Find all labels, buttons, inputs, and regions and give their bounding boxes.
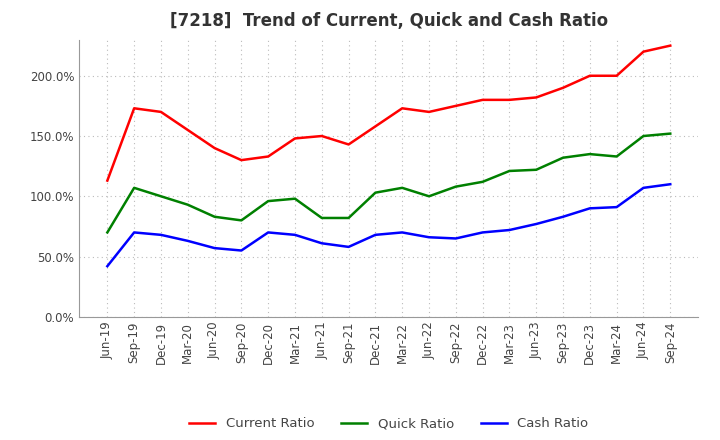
Current Ratio: [237, 158, 246, 163]
Cash Ratio: [157, 232, 166, 238]
Quick Ratio: [318, 215, 326, 220]
Quick Ratio: [130, 185, 138, 191]
Title: [7218]  Trend of Current, Quick and Cash Ratio: [7218] Trend of Current, Quick and Cash …: [170, 12, 608, 30]
Cash Ratio: [559, 214, 567, 220]
Quick Ratio: [210, 214, 219, 220]
Cash Ratio: [451, 236, 460, 241]
Cash Ratio: [184, 238, 192, 243]
Quick Ratio: [157, 194, 166, 199]
Quick Ratio: [237, 218, 246, 223]
Cash Ratio: [478, 230, 487, 235]
Current Ratio: [532, 95, 541, 100]
Line: Quick Ratio: Quick Ratio: [107, 134, 670, 232]
Current Ratio: [612, 73, 621, 78]
Cash Ratio: [505, 227, 514, 233]
Quick Ratio: [184, 202, 192, 207]
Cash Ratio: [344, 244, 353, 249]
Quick Ratio: [344, 215, 353, 220]
Current Ratio: [184, 127, 192, 132]
Quick Ratio: [478, 179, 487, 184]
Current Ratio: [425, 109, 433, 114]
Quick Ratio: [264, 198, 272, 204]
Cash Ratio: [264, 230, 272, 235]
Cash Ratio: [666, 182, 675, 187]
Quick Ratio: [639, 133, 648, 139]
Cash Ratio: [639, 185, 648, 191]
Current Ratio: [585, 73, 594, 78]
Current Ratio: [505, 97, 514, 103]
Quick Ratio: [451, 184, 460, 189]
Quick Ratio: [559, 155, 567, 160]
Cash Ratio: [291, 232, 300, 238]
Current Ratio: [103, 178, 112, 183]
Current Ratio: [344, 142, 353, 147]
Cash Ratio: [210, 246, 219, 251]
Quick Ratio: [505, 169, 514, 174]
Cash Ratio: [532, 221, 541, 227]
Cash Ratio: [318, 241, 326, 246]
Cash Ratio: [371, 232, 379, 238]
Quick Ratio: [532, 167, 541, 172]
Current Ratio: [639, 49, 648, 54]
Quick Ratio: [291, 196, 300, 202]
Current Ratio: [210, 146, 219, 151]
Line: Cash Ratio: Cash Ratio: [107, 184, 670, 266]
Cash Ratio: [237, 248, 246, 253]
Current Ratio: [264, 154, 272, 159]
Quick Ratio: [425, 194, 433, 199]
Current Ratio: [451, 103, 460, 109]
Quick Ratio: [666, 131, 675, 136]
Current Ratio: [666, 43, 675, 48]
Cash Ratio: [585, 205, 594, 211]
Quick Ratio: [371, 190, 379, 195]
Current Ratio: [559, 85, 567, 91]
Line: Current Ratio: Current Ratio: [107, 46, 670, 180]
Cash Ratio: [425, 235, 433, 240]
Current Ratio: [398, 106, 407, 111]
Quick Ratio: [585, 151, 594, 157]
Cash Ratio: [612, 205, 621, 210]
Quick Ratio: [398, 185, 407, 191]
Current Ratio: [478, 97, 487, 103]
Cash Ratio: [130, 230, 138, 235]
Legend: Current Ratio, Quick Ratio, Cash Ratio: Current Ratio, Quick Ratio, Cash Ratio: [184, 412, 594, 436]
Cash Ratio: [103, 264, 112, 269]
Current Ratio: [130, 106, 138, 111]
Cash Ratio: [398, 230, 407, 235]
Quick Ratio: [612, 154, 621, 159]
Current Ratio: [318, 133, 326, 139]
Current Ratio: [371, 124, 379, 129]
Current Ratio: [291, 136, 300, 141]
Quick Ratio: [103, 230, 112, 235]
Current Ratio: [157, 109, 166, 114]
